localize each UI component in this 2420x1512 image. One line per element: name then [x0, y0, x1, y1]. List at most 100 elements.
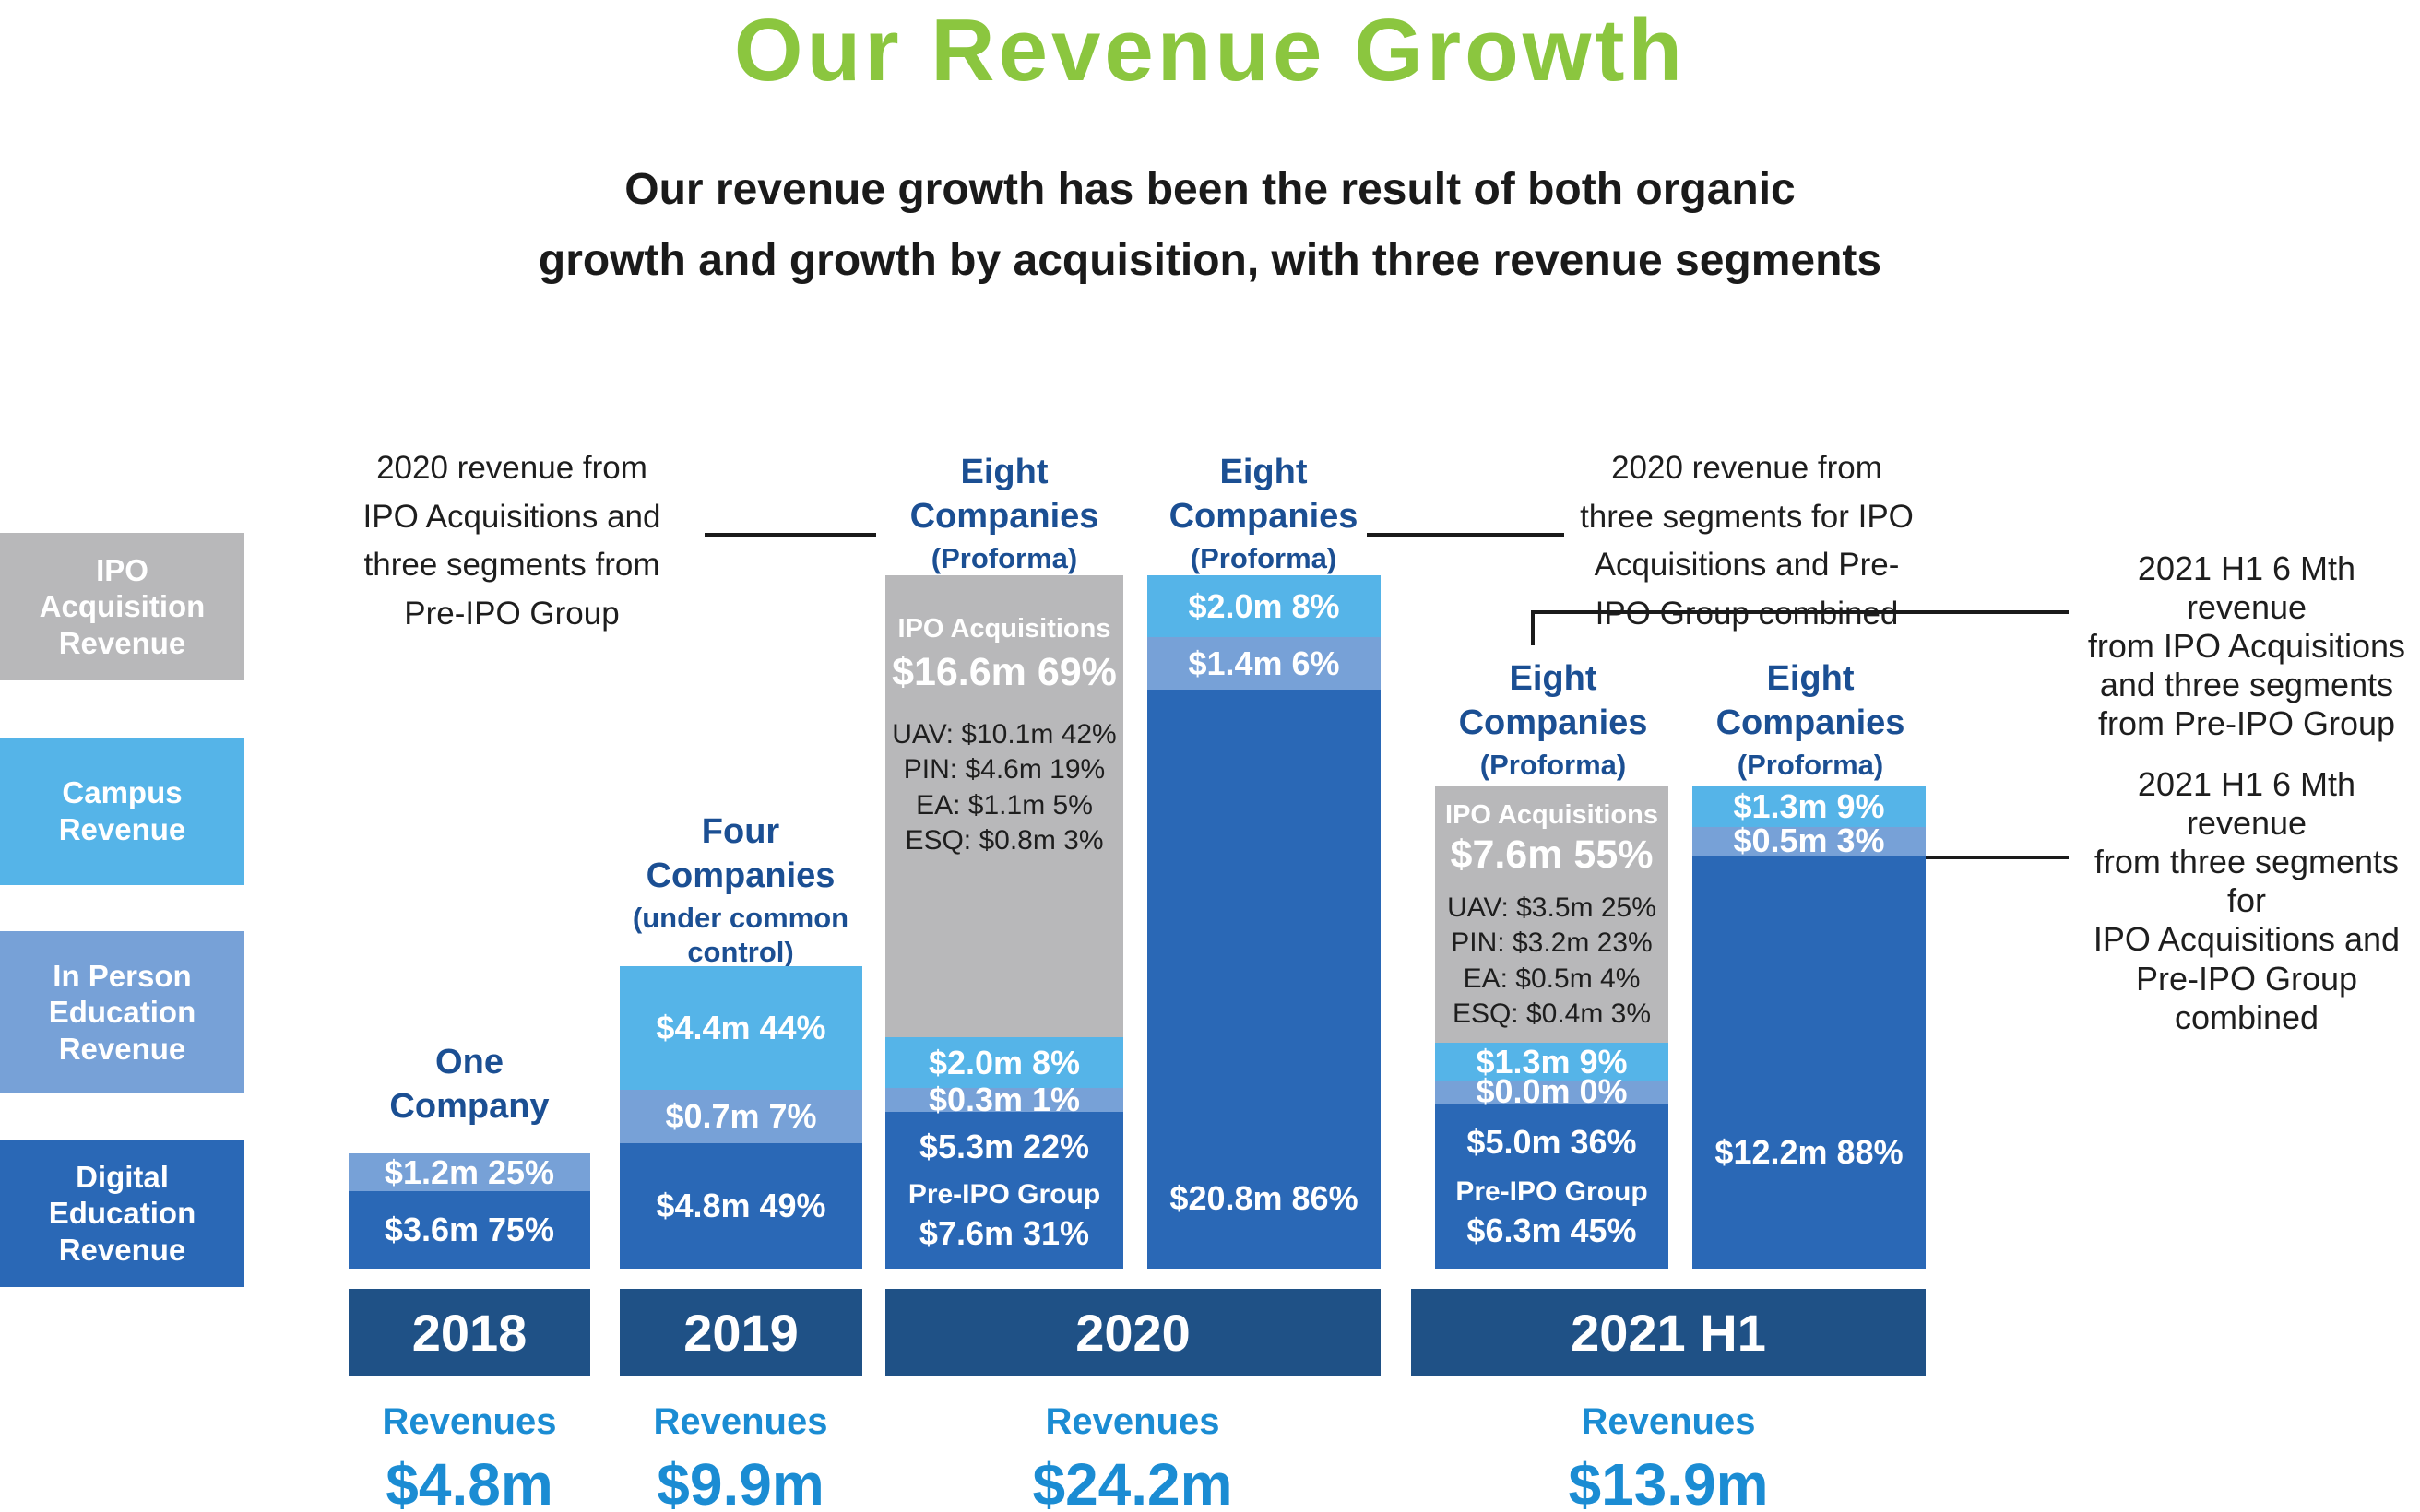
group-label-main: One Company: [389, 1043, 550, 1127]
legend-label: In Person Education Revenue: [48, 958, 196, 1066]
connector-line-2021-bottom: [1923, 856, 2069, 859]
segment-value-label: $4.4m 44%: [656, 1009, 826, 1046]
ipo-acquisitions-amount: $7.6m 55%: [1450, 833, 1654, 877]
group-label-2021-actual: Eight Companies (Proforma): [1415, 656, 1691, 782]
bar-2021-proforma-segment-digital: $12.2m 88%: [1692, 856, 1926, 1269]
legend-label: Campus Revenue: [58, 775, 186, 846]
revenues-amount: $4.8m: [386, 1451, 553, 1512]
bar-2019-segment-in-person: $0.7m 7%: [620, 1090, 862, 1143]
bar-2019-segment-campus: $4.4m 44%: [620, 966, 862, 1090]
ipo-acquisitions-breakdown: UAV: $10.1m 42% PIN: $4.6m 19% EA: $1.1m…: [892, 719, 1117, 856]
bar-2021-proforma-segment-in-person: [1692, 827, 1926, 856]
segment-value-label: $1.3m 9%: [1476, 1042, 1628, 1081]
year-label: 2019: [683, 1304, 799, 1362]
revenues-label: Revenues: [382, 1401, 557, 1442]
revenue-total-2018: Revenues $4.8m: [313, 1401, 626, 1512]
group-label-main: Eight Companies: [1715, 659, 1905, 743]
group-label-sub: (Proforma): [1479, 748, 1627, 781]
group-label-main: Four Companies: [646, 812, 836, 896]
year-band-2019: 2019: [620, 1289, 862, 1376]
subtitle: Our revenue growth has been the result o…: [538, 165, 1882, 285]
legend-label: IPO Acquisition Revenue: [39, 552, 206, 660]
group-label-sub: (Proforma): [1190, 541, 1337, 574]
segment-value-label: $2.0m 8%: [1188, 586, 1340, 625]
group-label-sub: (Proforma): [1737, 748, 1884, 781]
revenues-amount: $13.9m: [1568, 1451, 1769, 1512]
segment-value-label: $5.3m 22%: [919, 1128, 1090, 1165]
bar-2021-proforma-segment-campus: $1.3m 9%: [1692, 786, 1926, 827]
revenues-label: Revenues: [1045, 1401, 1220, 1442]
connector-line-2021-top: [1531, 610, 2069, 614]
legend-label: Digital Education Revenue: [48, 1159, 196, 1267]
revenues-amount: $9.9m: [657, 1451, 824, 1512]
ipo-acquisitions-title: IPO Acquisitions: [1445, 800, 1658, 830]
group-label-sub: (under common control): [632, 901, 849, 968]
legend-item-campus-revenue: Campus Revenue: [0, 738, 244, 885]
year-band-2020: 2020: [885, 1289, 1381, 1376]
revenue-total-2020: Revenues $24.2m: [976, 1401, 1289, 1512]
group-label-2018: One Company: [331, 1040, 608, 1129]
year-band-2018: 2018: [349, 1289, 590, 1376]
connector-elbow-2021-top: [1531, 610, 1535, 645]
group-label-sub: (Proforma): [931, 541, 1078, 574]
annotation-2021-proforma: 2021 H1 6 Mth revenue from three segment…: [2093, 765, 2401, 1036]
group-label-2020-proforma: Eight Companies (Proforma): [1125, 450, 1402, 575]
connector-line-2020-right: [1367, 533, 1564, 537]
bar-2020-actual-segment-digital: $5.3m 22% Pre-IPO Group $7.6m 31%: [885, 1112, 1123, 1269]
annotation-2020-proforma: 2020 revenue from three segments for IPO…: [1580, 450, 1914, 632]
legend-item-in-person-education-revenue: In Person Education Revenue: [0, 931, 244, 1093]
revenues-label: Revenues: [653, 1401, 828, 1442]
bar-2020-actual-segment-in-person: [885, 1088, 1123, 1112]
segment-value-label: $12.2m 88%: [1714, 1133, 1904, 1171]
legend-item-digital-education-revenue: Digital Education Revenue: [0, 1140, 244, 1287]
bar-2021-actual-segment-campus: $1.3m 9%: [1435, 1043, 1668, 1081]
segment-value-label: $20.8m 86%: [1169, 1179, 1358, 1217]
group-label-2021-proforma: Eight Companies (Proforma): [1672, 656, 1949, 782]
bar-2020-actual-segment-ipo-acquisitions: IPO Acquisitions $16.6m 69% UAV: $10.1m …: [885, 575, 1123, 1037]
segment-value-label: $4.8m 49%: [656, 1187, 826, 1224]
segment-value-label: $1.2m 25%: [384, 1152, 555, 1191]
group-label-main: Eight Companies: [1168, 453, 1358, 537]
bar-2018-segment-in-person: $1.2m 25%: [349, 1153, 590, 1191]
bar-2021-actual-segment-digital: $5.0m 36% Pre-IPO Group $6.3m 45%: [1435, 1104, 1668, 1269]
legend-item-ipo-acquisition-revenue: IPO Acquisition Revenue: [0, 533, 244, 680]
year-label: 2021 H1: [1571, 1304, 1766, 1362]
pre-ipo-group-label: Pre-IPO Group: [908, 1179, 1101, 1210]
annotation-2021-actual: 2021 H1 6 Mth revenue from IPO Acquisiti…: [2087, 549, 2406, 743]
group-label-2020-actual: Eight Companies (Proforma): [866, 450, 1143, 575]
group-label-main: Eight Companies: [1458, 659, 1648, 743]
page-title: Our Revenue Growth: [733, 1, 1687, 100]
revenues-amount: $24.2m: [1032, 1451, 1233, 1512]
bar-2020-proforma-segment-in-person: $1.4m 6%: [1147, 637, 1381, 690]
year-label: 2018: [411, 1304, 528, 1362]
bar-2018-segment-digital: $3.6m 75%: [349, 1191, 590, 1269]
pre-ipo-group-amount: $7.6m 31%: [919, 1214, 1090, 1252]
ipo-acquisitions-breakdown: UAV: $3.5m 25% PIN: $3.2m 23% EA: $0.5m …: [1447, 892, 1656, 1030]
bar-2021-actual-segment-in-person: [1435, 1081, 1668, 1104]
bar-2020-proforma-segment-digital: $20.8m 86%: [1147, 690, 1381, 1269]
bar-2021-actual-segment-ipo-acquisitions: IPO Acquisitions $7.6m 55% UAV: $3.5m 25…: [1435, 786, 1668, 1043]
revenue-total-2019: Revenues $9.9m: [584, 1401, 897, 1512]
group-label-2019: Four Companies (under common control): [602, 809, 879, 969]
segment-value-label: $1.4m 6%: [1188, 644, 1340, 682]
bar-2020-proforma-segment-campus: $2.0m 8%: [1147, 575, 1381, 637]
ipo-acquisitions-title: IPO Acquisitions: [897, 614, 1111, 644]
annotation-2020-actual: 2020 revenue from IPO Acquisitions and t…: [362, 450, 661, 632]
revenues-label: Revenues: [1581, 1401, 1756, 1442]
segment-value-label: $2.0m 8%: [928, 1043, 1081, 1081]
segment-value-label: $0.7m 7%: [665, 1097, 817, 1135]
group-label-main: Eight Companies: [909, 453, 1099, 537]
ipo-acquisitions-amount: $16.6m 69%: [892, 650, 1117, 694]
bar-2020-actual-segment-campus: $2.0m 8%: [885, 1037, 1123, 1088]
segment-value-label: $5.0m 36%: [1466, 1122, 1637, 1161]
bar-2019-segment-digital: $4.8m 49%: [620, 1143, 862, 1269]
segment-value-label: $1.3m 9%: [1733, 786, 1885, 825]
year-label: 2020: [1075, 1304, 1191, 1362]
pre-ipo-group-amount: $6.3m 45%: [1466, 1211, 1637, 1249]
revenue-total-2021-h1: Revenues $13.9m: [1512, 1401, 1825, 1512]
segment-value-label: $3.6m 75%: [384, 1211, 555, 1248]
connector-line-2020-left: [705, 533, 876, 537]
pre-ipo-group-label: Pre-IPO Group: [1455, 1175, 1648, 1207]
year-band-2021-h1: 2021 H1: [1411, 1289, 1926, 1376]
